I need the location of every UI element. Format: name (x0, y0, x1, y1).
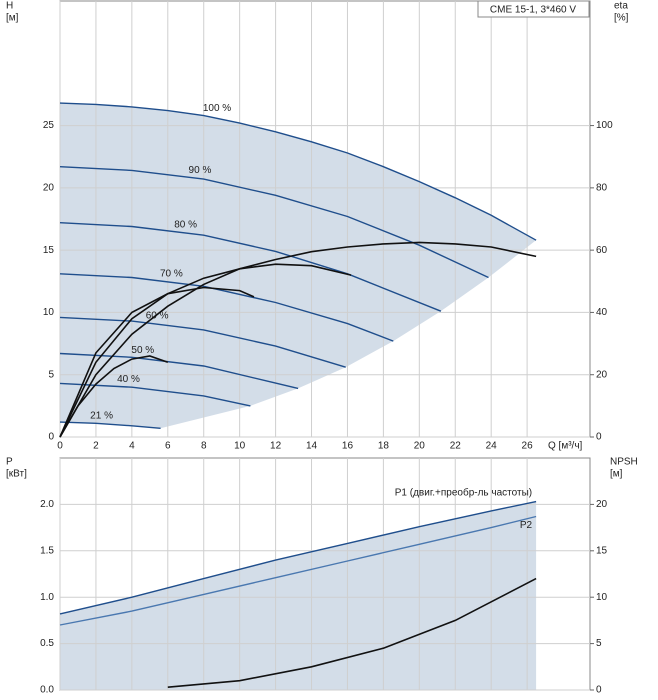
y2-tick-label: 0 (596, 432, 602, 443)
curve-label: 50 % (131, 345, 154, 356)
x-tick-label: 4 (129, 441, 135, 452)
curve (59, 421, 161, 429)
curve-label: P1 (двиг.+преобр-ль частоты) (395, 486, 532, 498)
curve (59, 222, 442, 312)
y-tick-label: 10 (43, 307, 55, 318)
curve (59, 241, 537, 438)
y2-axis-label: eta (614, 1, 628, 12)
y-tick-label: 1.0 (40, 592, 54, 603)
y2-axis-unit: [м] (610, 469, 623, 480)
y-tick-label: 0 (48, 432, 54, 443)
curve (59, 102, 537, 241)
y-axis-label: P (6, 457, 13, 468)
curve (59, 382, 251, 407)
y2-tick-label: 100 (596, 120, 613, 131)
curve-label: 70 % (160, 269, 183, 280)
y2-tick-label: 15 (596, 545, 608, 556)
y-tick-label: 1.5 (40, 545, 54, 556)
annotation-box (477, 0, 590, 18)
annotation: CME 15-1, 3*460 V (490, 5, 576, 16)
x-tick-label: 14 (306, 441, 318, 452)
x-tick-label: 6 (165, 441, 171, 452)
y-tick-label: 0.0 (40, 685, 54, 696)
y2-tick-label: 5 (596, 638, 602, 649)
x-axis-label: Q [м³/ч] (548, 441, 583, 452)
y2-axis-unit: [%] (614, 13, 629, 24)
y2-tick-label: 10 (596, 592, 608, 603)
y-axis-label: H (6, 1, 13, 12)
curve (59, 286, 255, 438)
curve (59, 316, 346, 368)
y-axis-unit: [м] (6, 13, 19, 24)
x-tick-label: 8 (201, 441, 207, 452)
y2-tick-label: 80 (596, 182, 608, 193)
x-tick-label: 0 (57, 441, 63, 452)
y-tick-label: 5 (48, 369, 54, 380)
y2-tick-label: 40 (596, 307, 608, 318)
curve (167, 577, 537, 688)
curve-label: 90 % (189, 165, 212, 176)
curve (59, 355, 169, 438)
curve (59, 273, 394, 342)
y2-tick-label: 0 (596, 685, 602, 696)
y-tick-label: 0.5 (40, 638, 54, 649)
y-tick-label: 2.0 (40, 499, 54, 510)
y2-tick-label: 20 (596, 369, 608, 380)
curve-label: 80 % (174, 219, 197, 230)
curve-label: P2 (520, 520, 533, 531)
y-axis-unit: [кВт] (6, 469, 27, 480)
curve (59, 500, 537, 615)
y-tick-label: 20 (43, 182, 55, 193)
curve-label: 60 % (146, 310, 169, 321)
y-tick-label: 15 (43, 245, 55, 256)
curve (59, 515, 537, 626)
curve-label: 21 % (90, 411, 113, 422)
x-tick-label: 12 (270, 441, 282, 452)
x-tick-label: 10 (234, 441, 246, 452)
x-tick-label: 2 (93, 441, 99, 452)
curve-label: 100 % (203, 103, 231, 114)
operating-region (60, 501, 537, 690)
x-tick-label: 16 (342, 441, 354, 452)
y-tick-label: 25 (43, 120, 55, 131)
curve-label: 40 % (117, 374, 140, 385)
y2-tick-label: 20 (596, 499, 608, 510)
x-tick-label: 20 (414, 441, 426, 452)
y2-axis-label: NPSH (610, 457, 638, 468)
y2-tick-label: 60 (596, 245, 608, 256)
x-tick-label: 24 (486, 441, 498, 452)
curve (59, 166, 489, 279)
x-tick-label: 26 (522, 441, 534, 452)
x-tick-label: 22 (450, 441, 462, 452)
x-tick-label: 18 (378, 441, 390, 452)
curve (59, 263, 352, 438)
